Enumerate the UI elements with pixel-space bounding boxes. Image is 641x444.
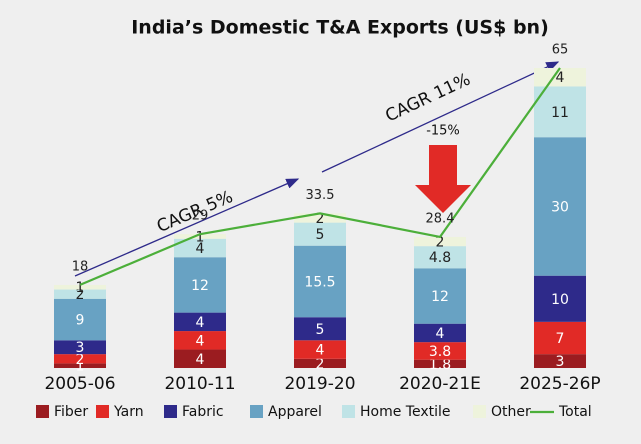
x-tick-label: 2005-06 [44, 374, 115, 394]
legend-label: Fabric [182, 404, 224, 420]
legend-label: Other [491, 404, 531, 420]
legend-label: Home Textile [360, 404, 451, 420]
segment-label: 3.8 [429, 344, 451, 360]
bar-segment [294, 213, 346, 223]
cagr-arrow [74, 178, 300, 277]
segment-label: 1 [76, 280, 85, 296]
cagr-arrow [321, 61, 560, 173]
segment-label: 10 [551, 292, 569, 308]
segment-label: 7 [556, 331, 565, 347]
total-label: 65 [552, 43, 569, 58]
segment-label: 9 [76, 313, 85, 329]
bar-segment [534, 321, 586, 355]
bar-segment [534, 86, 586, 138]
segment-label: 1 [76, 359, 85, 375]
bar-segment [294, 317, 346, 341]
bar-segment [54, 363, 106, 368]
bar-segment [294, 358, 346, 368]
legend-swatch [250, 405, 263, 418]
legend-swatch [342, 405, 355, 418]
legend-swatch [473, 405, 486, 418]
chart-title: India’s Domestic T&A Exports (US$ bn) [131, 17, 549, 39]
bar-segment [174, 331, 226, 350]
bar-segment [54, 284, 106, 290]
total-line [79, 67, 561, 286]
segment-label: 4 [316, 343, 325, 359]
bar-segment [414, 342, 466, 360]
segment-label: 12 [191, 278, 209, 294]
total-label: 18 [72, 259, 89, 274]
segment-label: 2 [316, 356, 325, 372]
bar-segment [294, 340, 346, 359]
segment-label: 1.8 [429, 357, 451, 373]
segment-label: 1 [196, 229, 205, 245]
legend-swatch [164, 405, 177, 418]
bar-segment [414, 323, 466, 343]
segment-label: 4 [196, 352, 205, 368]
annotation: CAGR 11% [382, 70, 473, 127]
legend-swatch [96, 405, 109, 418]
x-tick-label: 2019-20 [284, 374, 355, 394]
legend-label: Fiber [54, 404, 88, 420]
segment-label: 12 [431, 289, 449, 305]
segment-label: 4 [196, 315, 205, 331]
total-label: 29 [192, 209, 209, 224]
bar-segment [414, 359, 466, 368]
bar-segment [534, 354, 586, 368]
segment-label: 2 [76, 352, 85, 368]
legend-swatch [36, 405, 49, 418]
decline-arrow [415, 145, 471, 213]
total-label: 28.4 [426, 211, 455, 226]
bar-segment [174, 238, 226, 258]
legend-label: Apparel [268, 404, 322, 420]
segment-label: 30 [551, 199, 569, 215]
legend-label: Yarn [113, 404, 144, 420]
x-tick-label: 2025-26P [519, 374, 600, 394]
segment-label: 5 [316, 322, 325, 338]
bar-segment [414, 236, 466, 247]
bar-segment [534, 275, 586, 322]
bar-segment [534, 68, 586, 87]
bar-segment [414, 246, 466, 269]
total-label: 33.5 [306, 188, 335, 203]
segment-label: 4 [196, 241, 205, 257]
bar-segment [174, 349, 226, 368]
segment-label: 5 [316, 227, 325, 243]
bar-segment [294, 245, 346, 318]
segment-label: 4 [196, 333, 205, 349]
segment-label: 4.8 [429, 250, 451, 266]
bar-segment [294, 222, 346, 246]
bar-segment [174, 257, 226, 313]
bar-segment [54, 298, 106, 341]
segment-label: 15.5 [304, 274, 335, 290]
annotation: -15% [426, 124, 460, 139]
legend-label: Total [558, 404, 592, 420]
bar-segment [54, 354, 106, 364]
x-tick-label: 2010-11 [164, 374, 235, 394]
bar-segment [174, 234, 226, 239]
segment-label: 3 [76, 340, 85, 356]
segment-label: 4 [556, 70, 565, 86]
segment-label: 2 [316, 211, 325, 227]
segment-label: 11 [551, 105, 569, 121]
x-tick-label: 2020-21E [399, 374, 481, 394]
bar-segment [174, 312, 226, 332]
segment-label: 4 [436, 326, 445, 342]
segment-label: 3 [556, 354, 565, 370]
bar-segment [414, 268, 466, 324]
bar-segment [54, 340, 106, 355]
bar-segment [54, 289, 106, 299]
bar-segment [534, 137, 586, 276]
segment-label: 2 [436, 235, 445, 251]
segment-label: 2 [76, 287, 85, 303]
